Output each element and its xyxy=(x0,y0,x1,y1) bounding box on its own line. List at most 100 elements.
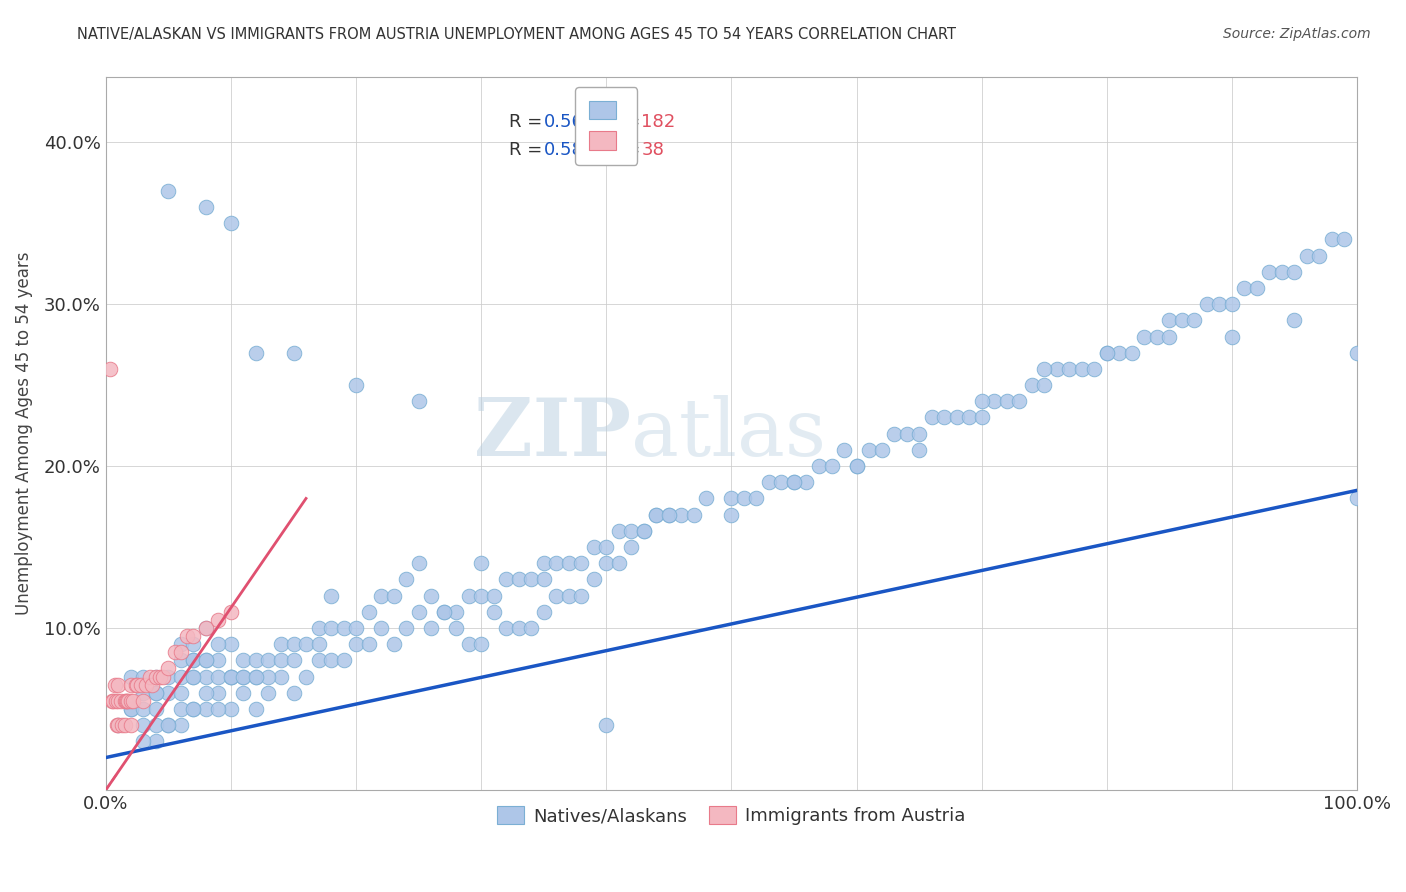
Point xyxy=(183,629,205,643)
Point xyxy=(482,605,505,619)
Point xyxy=(170,645,193,659)
Point xyxy=(495,573,517,587)
Point xyxy=(820,458,842,473)
Point xyxy=(114,694,136,708)
Point xyxy=(1057,362,1080,376)
Point xyxy=(270,637,292,651)
Text: R =: R = xyxy=(509,141,548,159)
Point xyxy=(157,686,180,700)
Point xyxy=(308,637,330,651)
Point xyxy=(163,645,186,659)
Point xyxy=(582,540,605,554)
Point xyxy=(115,694,138,708)
Point xyxy=(170,702,193,716)
Text: 182: 182 xyxy=(641,113,676,131)
Legend: Natives/Alaskans, Immigrants from Austria: Natives/Alaskans, Immigrants from Austri… xyxy=(488,797,974,834)
Point xyxy=(1121,345,1143,359)
Point xyxy=(932,410,955,425)
Point xyxy=(120,678,142,692)
Point xyxy=(110,694,132,708)
Text: atlas: atlas xyxy=(631,394,827,473)
Point xyxy=(832,442,855,457)
Point xyxy=(170,718,193,732)
Point xyxy=(945,410,967,425)
Point xyxy=(319,621,342,635)
Point xyxy=(103,694,125,708)
Point xyxy=(141,678,163,692)
Point xyxy=(120,669,142,683)
Point xyxy=(232,686,254,700)
Point xyxy=(870,442,893,457)
Point xyxy=(758,475,780,490)
Point xyxy=(1182,313,1205,327)
Point xyxy=(382,589,405,603)
Point xyxy=(620,524,643,538)
Point xyxy=(122,694,145,708)
Point xyxy=(344,378,367,392)
Point xyxy=(896,426,918,441)
Point xyxy=(157,669,180,683)
Point xyxy=(796,475,818,490)
Point xyxy=(120,718,142,732)
Text: 0.580: 0.580 xyxy=(544,141,595,159)
Point xyxy=(183,702,205,716)
Point xyxy=(194,653,217,667)
Point xyxy=(1146,329,1168,343)
Point xyxy=(783,475,806,490)
Point xyxy=(104,694,127,708)
Text: Source: ZipAtlas.com: Source: ZipAtlas.com xyxy=(1223,27,1371,41)
Point xyxy=(344,621,367,635)
Point xyxy=(149,669,172,683)
Point xyxy=(1284,313,1306,327)
Point xyxy=(382,637,405,651)
Point xyxy=(125,678,148,692)
Point xyxy=(295,669,318,683)
Point xyxy=(107,694,129,708)
Point xyxy=(245,669,267,683)
Point xyxy=(533,556,555,570)
Point xyxy=(145,718,167,732)
Point xyxy=(308,653,330,667)
Point xyxy=(470,556,492,570)
Y-axis label: Unemployment Among Ages 45 to 54 years: Unemployment Among Ages 45 to 54 years xyxy=(15,252,32,615)
Point xyxy=(129,678,152,692)
Point xyxy=(207,637,229,651)
Point xyxy=(620,540,643,554)
Point xyxy=(207,669,229,683)
Point xyxy=(120,702,142,716)
Point xyxy=(533,573,555,587)
Point xyxy=(970,394,993,409)
Point xyxy=(170,669,193,683)
Point xyxy=(270,669,292,683)
Point xyxy=(957,410,980,425)
Point xyxy=(194,702,217,716)
Point xyxy=(420,589,443,603)
Point xyxy=(319,589,342,603)
Point xyxy=(444,621,467,635)
Point xyxy=(495,621,517,635)
Point xyxy=(283,345,305,359)
Point xyxy=(245,345,267,359)
Point xyxy=(183,669,205,683)
Point xyxy=(207,686,229,700)
Point xyxy=(207,653,229,667)
Point xyxy=(520,621,543,635)
Point xyxy=(1233,281,1256,295)
Point xyxy=(111,718,134,732)
Text: ZIP: ZIP xyxy=(474,394,631,473)
Point xyxy=(1296,249,1319,263)
Point xyxy=(1095,345,1118,359)
Point xyxy=(582,573,605,587)
Point xyxy=(357,605,380,619)
Point xyxy=(970,410,993,425)
Point xyxy=(98,362,121,376)
Point xyxy=(1208,297,1230,311)
Point xyxy=(295,637,318,651)
Point xyxy=(232,653,254,667)
Point xyxy=(183,653,205,667)
Point xyxy=(107,678,129,692)
Point xyxy=(1033,362,1056,376)
Point xyxy=(283,653,305,667)
Point xyxy=(207,702,229,716)
Point xyxy=(152,669,174,683)
